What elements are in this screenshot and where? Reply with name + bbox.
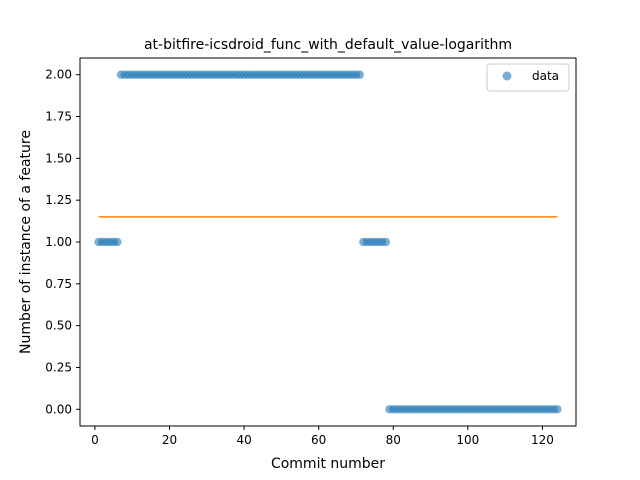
y-tick-label: 1.00: [45, 235, 72, 249]
x-tick-label: 80: [386, 433, 401, 447]
x-tick-label: 20: [162, 433, 177, 447]
axis-ticks: 0 20 40 60 80 100 120 0.00 0.25 0.50 0.75 1.00 1.25 1…: [45, 68, 554, 447]
data-point: [113, 237, 122, 247]
data-point: [553, 405, 562, 414]
axes-frame: [79, 57, 577, 427]
x-tick-label: 0: [91, 433, 99, 447]
legend: data: [486, 63, 570, 92]
y-tick-label: 0.25: [45, 360, 72, 374]
data-point: [355, 70, 364, 79]
x-tick-label: 120: [531, 433, 554, 447]
y-tick-label: 2.00: [45, 68, 72, 82]
data-points-layer: [94, 70, 562, 414]
legend-label-data: data: [532, 69, 559, 83]
y-tick-label: 0.75: [45, 277, 72, 291]
y-tick-label: 1.25: [45, 193, 72, 207]
plot-frame: [79, 57, 577, 427]
x-tick-label: 100: [456, 433, 479, 447]
x-tick-label: 40: [236, 433, 251, 447]
y-axis-label: Number of instance of a feature: [18, 130, 34, 354]
y-tick-label: 1.75: [45, 110, 72, 124]
x-tick-label: 60: [311, 433, 326, 447]
y-tick-label: 1.50: [45, 151, 72, 165]
chart-title: at-bitfire-icsdroid_func_with_default_va…: [144, 37, 512, 53]
data-point: [381, 237, 391, 247]
x-axis-label: Commit number: [271, 456, 385, 472]
legend-marker-data: [502, 71, 512, 81]
legend-box: [486, 63, 570, 92]
y-tick-label: 0.50: [45, 319, 72, 333]
y-tick-label: 0.00: [45, 402, 72, 416]
